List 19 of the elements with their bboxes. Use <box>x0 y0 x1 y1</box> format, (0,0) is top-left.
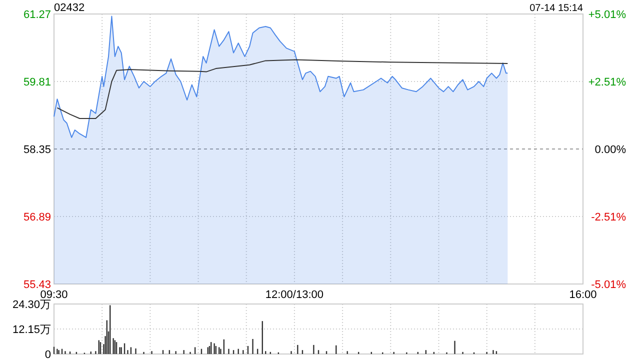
y2-tick-label: -2.51% <box>591 212 626 224</box>
chart-subtitle: 07-14 15:14 <box>530 3 584 14</box>
y2-tick-label: +5.01% <box>588 9 626 21</box>
y-tick-label: 55.43 <box>23 279 51 291</box>
x-tick-label: 16:00 <box>569 289 597 301</box>
y-tick-label: 59.81 <box>23 76 51 88</box>
x-tick-label: 09:30 <box>40 289 68 301</box>
x-tick-label: 12:00/13:00 <box>265 289 324 301</box>
y-tick-label: 24.30万 <box>12 299 51 311</box>
y-tick-label: 61.27 <box>23 9 51 21</box>
y-tick-label: 12.15万 <box>12 324 51 336</box>
y-tick-label: 0 <box>44 349 51 360</box>
y-tick-label: 58.35 <box>23 144 51 156</box>
chart-title: 02432 <box>54 2 85 14</box>
y2-tick-label: 0.00% <box>594 144 626 156</box>
line-series <box>56 59 508 119</box>
y2-tick-label: +2.51% <box>588 76 626 88</box>
y2-tick-label: -5.01% <box>591 279 626 291</box>
y-tick-label: 56.89 <box>23 212 51 224</box>
